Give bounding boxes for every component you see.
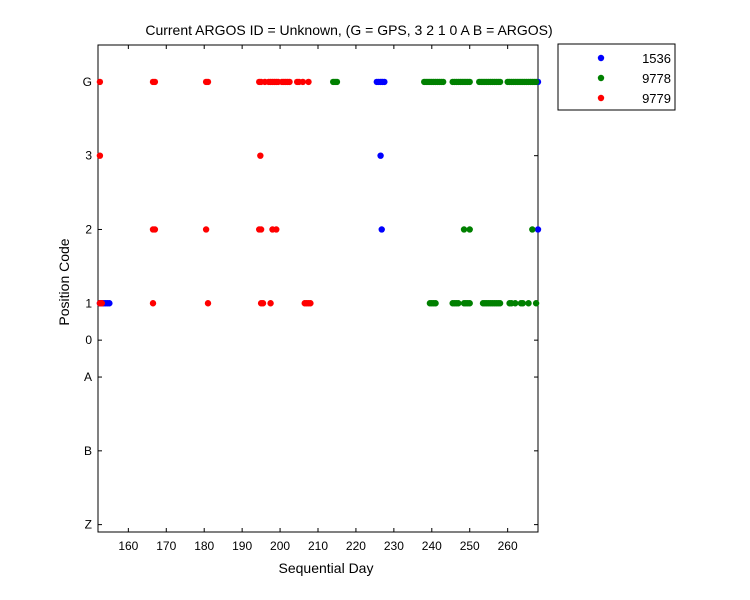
x-tick-label: 250 — [460, 539, 480, 553]
legend-marker-1536 — [597, 54, 605, 62]
legend-marker-9779 — [597, 94, 605, 102]
data-point-9779 — [307, 300, 314, 307]
legend-label: 1536 — [642, 51, 671, 66]
data-point-9779 — [98, 300, 105, 307]
data-point-9779 — [273, 226, 280, 233]
data-point-1536 — [378, 226, 385, 233]
data-point-9778 — [466, 226, 473, 233]
data-point-1536 — [377, 152, 384, 159]
data-point-9779 — [257, 152, 264, 159]
data-point-9778 — [529, 226, 536, 233]
data-point-9779 — [204, 300, 212, 307]
data-point-9779 — [204, 78, 212, 86]
data-point-1536 — [534, 226, 542, 233]
y-tick-label: 0 — [85, 333, 92, 347]
data-point-9779 — [96, 152, 104, 159]
data-point-9778 — [512, 300, 519, 307]
x-tick-label: 190 — [232, 539, 252, 553]
x-axis: 160 170 180 190 200 210 220 230 240 250 260 — [118, 45, 518, 553]
data-point-9778 — [455, 300, 462, 307]
y-axis: G 3 2 1 0 A B Z — [83, 75, 538, 532]
data-point-9778 — [532, 300, 540, 307]
data-point-9779 — [257, 226, 265, 233]
data-point-9778 — [496, 78, 504, 86]
x-tick-label: 240 — [422, 539, 442, 553]
data-point-9779 — [202, 226, 210, 233]
data-point-9779 — [149, 300, 157, 307]
x-tick-label: 170 — [156, 539, 176, 553]
y-tick-label: 3 — [85, 149, 92, 163]
data-point-9779 — [259, 300, 267, 307]
data-point-9778 — [432, 300, 439, 307]
y-tick-label: 1 — [85, 296, 92, 310]
x-tick-label: 180 — [194, 539, 214, 553]
y-tick-label: G — [83, 75, 92, 89]
x-tick-label: 230 — [384, 539, 404, 553]
x-tick-label: 200 — [270, 539, 290, 553]
data-point-9778 — [496, 300, 504, 307]
data-point-9779 — [267, 300, 274, 307]
data-point-9778 — [532, 78, 540, 86]
x-tick-label: 220 — [346, 539, 366, 553]
data-point-9778 — [466, 78, 473, 86]
x-tick-label: 210 — [308, 539, 328, 553]
y-tick-label: Z — [85, 518, 92, 532]
data-point-9779 — [151, 226, 159, 233]
y-tick-label: 2 — [85, 222, 92, 236]
data-point-9779 — [299, 78, 307, 86]
x-axis-label: Sequential Day — [279, 560, 374, 576]
axes-frame — [97, 44, 539, 533]
data-point-9779 — [305, 78, 312, 86]
legend-label: 9779 — [642, 91, 671, 106]
data-point-9778 — [525, 300, 532, 307]
y-axis-label: Position Code — [56, 238, 72, 325]
legend-marker-9778 — [597, 74, 605, 82]
data-point-1536 — [381, 78, 388, 86]
data-point-1536 — [106, 300, 113, 307]
chart-title: Current ARGOS ID = Unknown, (G = GPS, 3 … — [145, 22, 552, 38]
x-tick-label: 260 — [498, 539, 518, 553]
data-point-9779 — [96, 78, 104, 86]
legend-box — [557, 43, 676, 111]
data-point-9778 — [460, 226, 468, 233]
data-point-9778 — [466, 300, 473, 307]
y-tick-label: A — [84, 370, 92, 384]
data-point-9779 — [151, 78, 159, 86]
data-point-9778 — [439, 78, 447, 86]
y-tick-label: B — [84, 444, 92, 458]
data-points — [96, 78, 542, 307]
data-point-9779 — [286, 78, 293, 86]
legend: 1536 9778 9779 — [557, 43, 676, 111]
legend-label: 9778 — [642, 71, 671, 86]
x-tick-label: 160 — [118, 539, 138, 553]
data-point-9778 — [519, 300, 527, 307]
data-point-9778 — [333, 78, 341, 86]
